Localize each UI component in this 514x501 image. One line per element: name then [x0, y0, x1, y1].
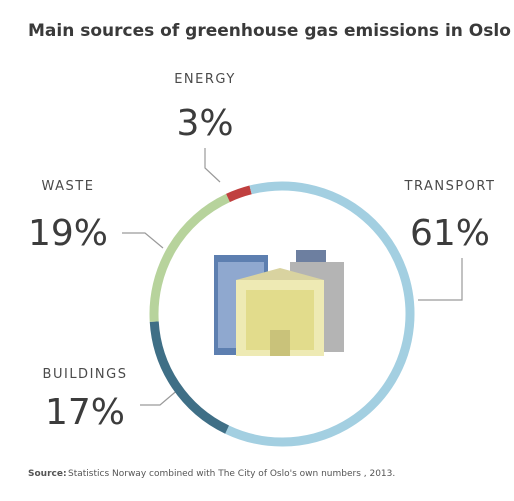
- source-text: Statistics Norway combined with The City…: [68, 469, 395, 479]
- category-label: BUILDINGS: [43, 367, 128, 382]
- value-label: 19%: [28, 213, 108, 254]
- leader-lines: [122, 148, 463, 406]
- category-label: ENERGY: [174, 72, 236, 87]
- category-label: TRANSPORT: [404, 179, 496, 194]
- donut-segment: [149, 193, 230, 322]
- donut-segment: [225, 181, 415, 447]
- category-label: WASTE: [42, 179, 95, 194]
- illustration: [214, 250, 344, 356]
- value-label: 3%: [176, 103, 233, 144]
- value-label: 17%: [45, 392, 125, 433]
- chart-title: Main sources of greenhouse gas emissions…: [28, 21, 511, 41]
- donut-segment: [226, 185, 252, 203]
- value-label: 61%: [410, 213, 490, 254]
- source-label: Source:: [28, 469, 67, 479]
- donut-segment: [149, 321, 230, 434]
